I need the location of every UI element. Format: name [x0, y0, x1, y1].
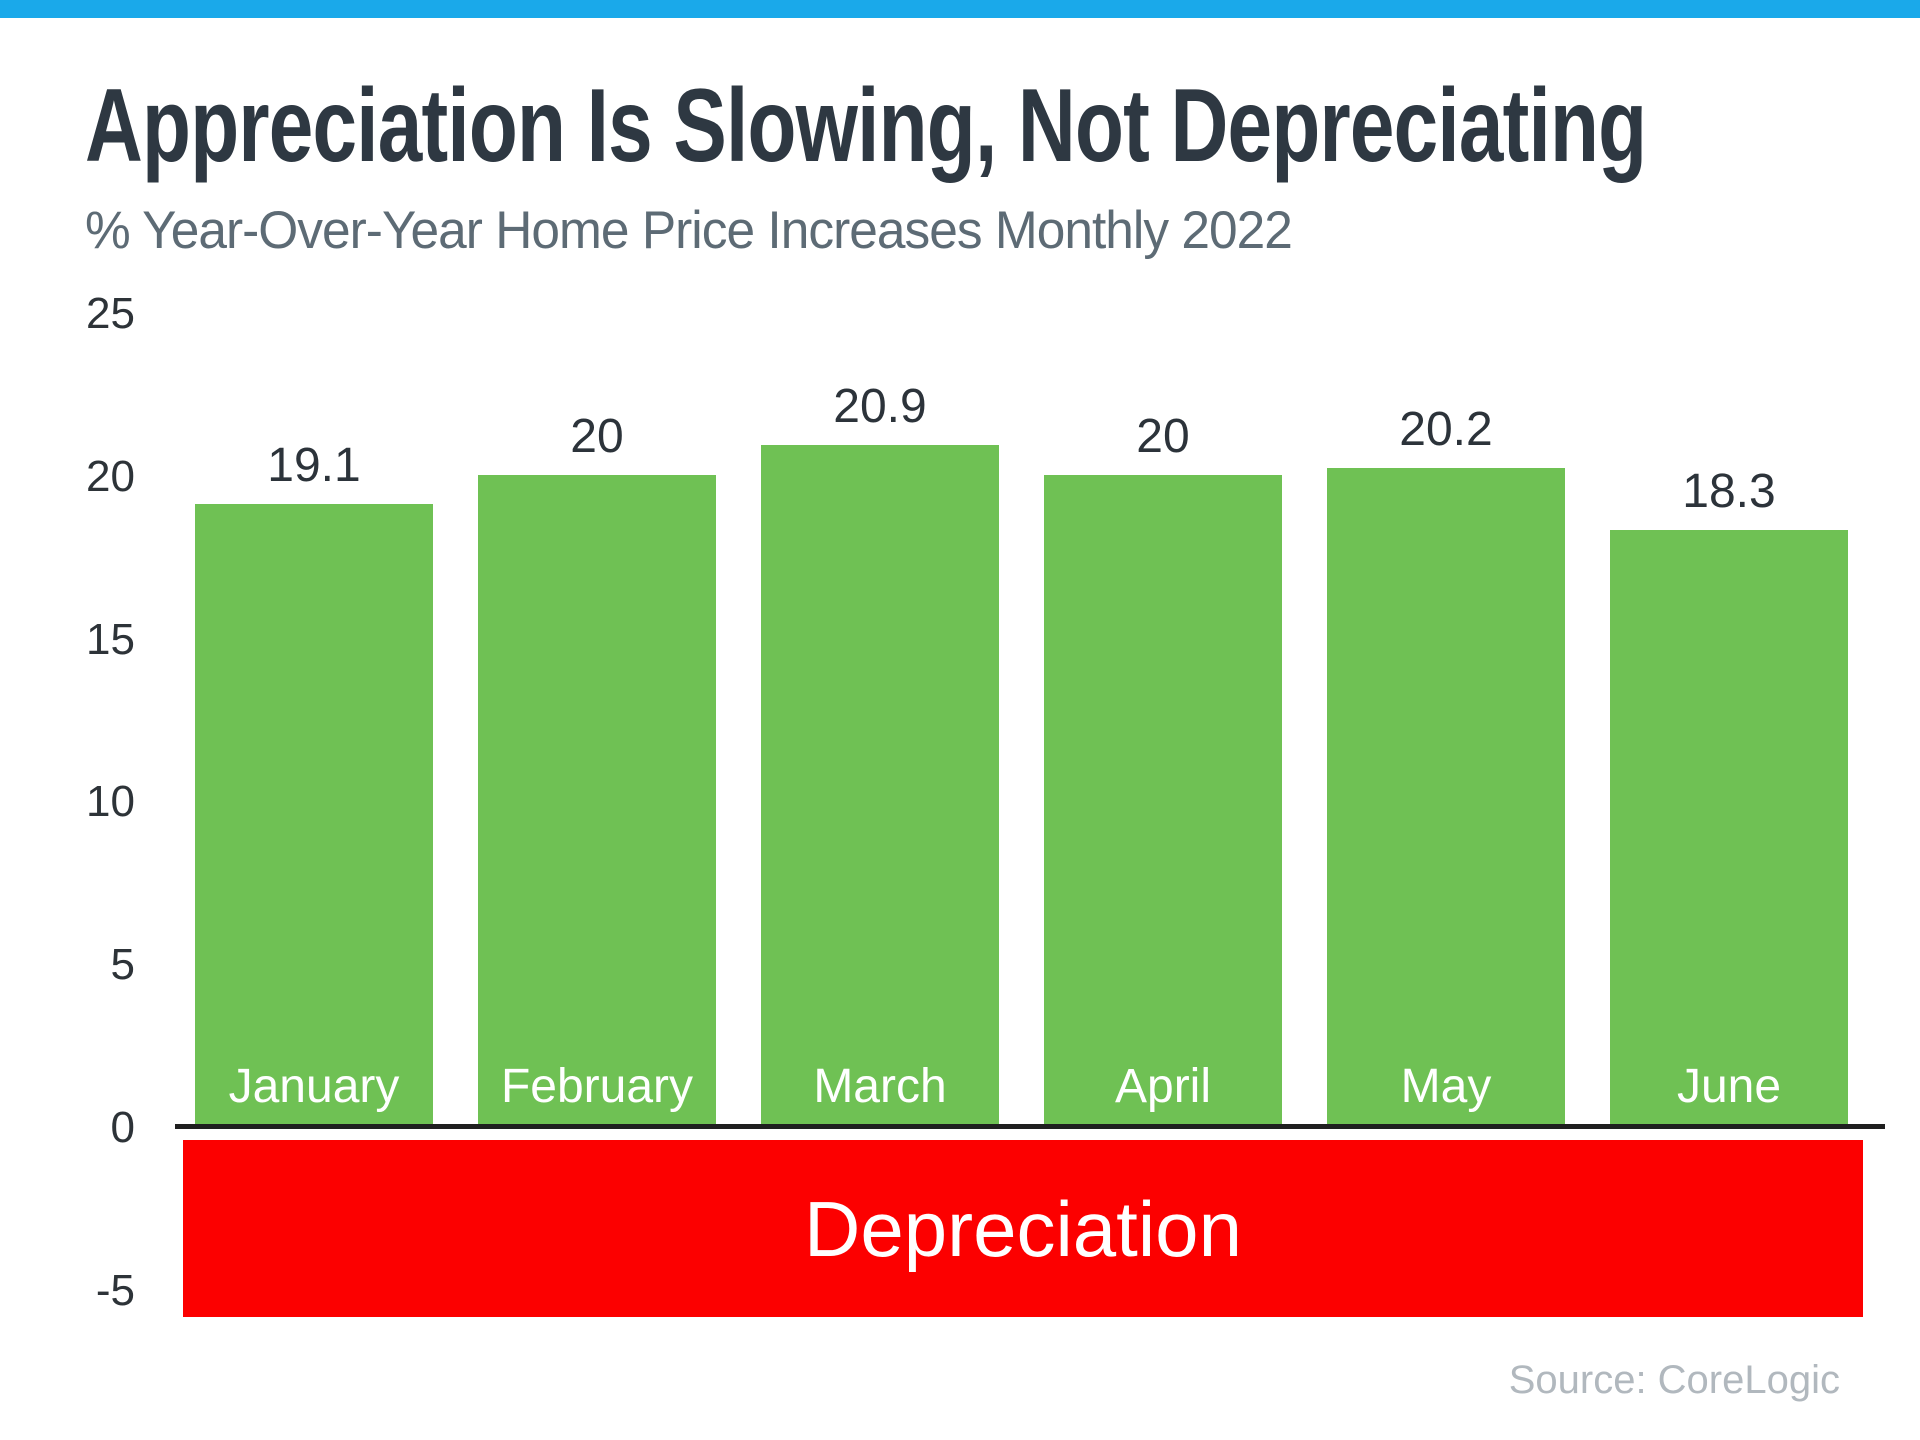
bar-column: 19.1 January	[195, 438, 433, 1126]
bar-month-label: February	[500, 1060, 694, 1114]
x-axis-line	[175, 1124, 1885, 1129]
bar-month-label: January	[228, 1060, 400, 1114]
y-tick-label: 15	[86, 614, 135, 664]
bar-column: 20.2 May	[1327, 402, 1565, 1126]
bar-value-label: 19.1	[267, 438, 361, 492]
bar-month-label: May	[1400, 1060, 1492, 1114]
depreciation-label: Depreciation	[804, 1184, 1242, 1273]
y-tick-label: -5	[95, 1265, 135, 1315]
y-tick-label: 20	[86, 451, 135, 501]
y-axis-tick-labels: 25 20 15 10 5 0 -5	[0, 0, 135, 1440]
y-tick-label: 25	[86, 289, 135, 338]
bar-month-label: April	[1114, 1060, 1212, 1114]
bar-month-label: March	[813, 1060, 947, 1114]
bars-container: 19.1 January 20 February 20.9 March 20 April 20.…	[195, 379, 1848, 1126]
bar-month-label: June	[1676, 1060, 1782, 1114]
bar-value-label: 20	[570, 409, 624, 463]
bar-column: 20.9 March	[761, 379, 999, 1126]
bar-column: 20 February	[478, 409, 716, 1126]
source-text: Source: CoreLogic	[1508, 1358, 1840, 1402]
bar-value-label: 18.3	[1682, 464, 1776, 518]
bar: April	[1044, 475, 1282, 1126]
y-tick-label: 10	[86, 777, 135, 827]
y-tick-label: 5	[110, 940, 135, 990]
bar-value-label: 20	[1136, 409, 1190, 463]
bar: January	[195, 504, 433, 1126]
bar-value-label: 20.9	[833, 379, 927, 433]
bar: June	[1610, 530, 1848, 1126]
bar: March	[761, 445, 999, 1126]
bar: February	[478, 475, 716, 1126]
bar: May	[1327, 468, 1565, 1126]
page-title: Appreciation Is Slowing, Not Depreciatin…	[85, 68, 1647, 184]
bar-column: 18.3 June	[1610, 464, 1848, 1126]
bar-column: 20 April	[1044, 409, 1282, 1126]
page-subtitle: % Year-Over-Year Home Price Increases Mo…	[85, 201, 1293, 260]
bar-value-label: 20.2	[1399, 402, 1493, 456]
y-tick-label: 0	[110, 1103, 135, 1152]
top-accent-bar	[0, 0, 1920, 18]
depreciation-band: Depreciation	[183, 1140, 1863, 1317]
